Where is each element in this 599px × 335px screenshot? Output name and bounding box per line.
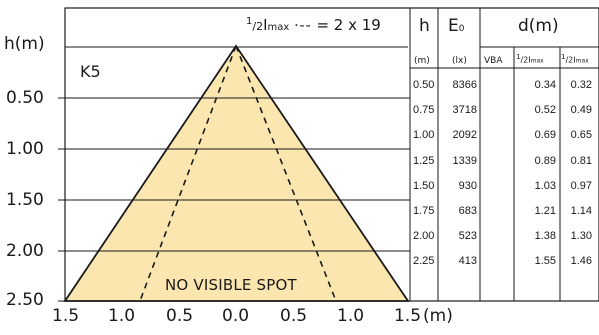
cell-d1: 1.03 bbox=[534, 179, 556, 192]
cell-d2: 1.46 bbox=[570, 255, 592, 268]
half-b-prefix: 1 bbox=[561, 53, 566, 61]
y-tick-label: 1.50 bbox=[6, 190, 44, 210]
formula-prefix: 1 bbox=[246, 16, 253, 27]
cell-d1: 0.52 bbox=[534, 104, 556, 117]
cell-d1: 0.89 bbox=[534, 154, 556, 167]
y-tick-label: 2.50 bbox=[6, 290, 44, 310]
cell-e: 413 bbox=[458, 255, 477, 268]
half-a-prefix: 1 bbox=[516, 53, 521, 61]
y-tick-label: 2.00 bbox=[6, 241, 44, 261]
cell-d2: 0.49 bbox=[570, 104, 592, 117]
x-axis-unit: (m) bbox=[423, 306, 453, 326]
cell-d2: 0.97 bbox=[570, 179, 592, 192]
table-unit-e: (lx) bbox=[452, 56, 467, 66]
cell-h: 0.75 bbox=[413, 104, 435, 117]
cell-h: 1.50 bbox=[413, 179, 435, 192]
cell-e: 8366 bbox=[452, 79, 477, 91]
e-subscript: 0 bbox=[458, 24, 465, 34]
table-unit-h: (m) bbox=[414, 56, 430, 66]
x-tick-label: 0.5 bbox=[280, 306, 308, 326]
table-col-h-header: h bbox=[419, 16, 430, 36]
cell-h: 1.25 bbox=[413, 154, 435, 167]
half-b-suffix: /2I bbox=[565, 55, 576, 65]
cell-d1: 1.55 bbox=[534, 255, 556, 268]
half-a-max: max bbox=[530, 57, 544, 65]
cell-h: 2.00 bbox=[413, 230, 435, 243]
cell-h: 0.50 bbox=[413, 79, 435, 91]
table-col-e-header: E0 bbox=[448, 16, 464, 36]
half-b-max: max bbox=[575, 57, 589, 65]
table-col-d-header: d(m) bbox=[518, 16, 559, 36]
x-tick-label: 1.5 bbox=[394, 306, 422, 326]
cell-e: 3718 bbox=[452, 104, 477, 117]
table-sub-half-b: 1/2Imax bbox=[561, 53, 589, 65]
formula-rest: = 2 x 19 bbox=[316, 16, 381, 34]
e-label: E bbox=[448, 16, 459, 36]
dash-legend-icon: ·‑‑ bbox=[294, 18, 312, 34]
cell-h: 2.25 bbox=[413, 255, 435, 268]
formula-max: max bbox=[267, 22, 290, 33]
cell-d1: 0.34 bbox=[534, 79, 556, 91]
half-a-suffix: /2I bbox=[520, 55, 531, 65]
model-label: K5 bbox=[80, 62, 101, 81]
cell-h: 1.75 bbox=[413, 205, 435, 217]
x-tick-label: 0.0 bbox=[222, 306, 250, 326]
x-tick-label: 1.0 bbox=[108, 306, 136, 326]
cell-e: 2092 bbox=[452, 129, 477, 142]
y-tick-label: 1.00 bbox=[6, 139, 44, 159]
cell-e: 523 bbox=[458, 230, 477, 243]
cell-d1: 0.69 bbox=[534, 129, 556, 142]
half-intensity-right-line bbox=[235, 45, 337, 302]
formula-mid: /2 bbox=[252, 20, 264, 33]
table-sub-half-a: 1/2Imax bbox=[516, 53, 544, 65]
y-axis-title: h(m) bbox=[4, 34, 45, 54]
half-intensity-left-line bbox=[139, 45, 237, 302]
half-intensity-formula: 1/2Imax ·‑‑ = 2 x 19 bbox=[246, 16, 381, 34]
formula-i: I bbox=[263, 16, 268, 34]
table-sub-vba: VBA bbox=[484, 56, 503, 66]
no-visible-spot-label: NO VISIBLE SPOT bbox=[165, 276, 297, 294]
cell-d2: 0.65 bbox=[570, 129, 592, 142]
y-tick-label: 0.50 bbox=[6, 88, 44, 108]
cell-d2: 1.30 bbox=[570, 230, 592, 243]
cell-d1: 1.38 bbox=[534, 230, 556, 243]
cell-h: 1.00 bbox=[413, 129, 435, 142]
cell-d2: 0.32 bbox=[570, 79, 592, 91]
x-tick-label: 1.0 bbox=[337, 306, 365, 326]
cell-d2: 1.14 bbox=[570, 205, 592, 217]
cell-e: 683 bbox=[458, 205, 477, 217]
cell-e: 930 bbox=[458, 179, 477, 192]
beam-triangle bbox=[63, 44, 410, 302]
cell-d1: 1.21 bbox=[534, 205, 556, 217]
x-tick-label: 0.5 bbox=[166, 306, 194, 326]
x-tick-label: 1.5 bbox=[52, 306, 80, 326]
cell-e: 1339 bbox=[452, 154, 477, 167]
cell-d2: 0.81 bbox=[570, 154, 592, 167]
